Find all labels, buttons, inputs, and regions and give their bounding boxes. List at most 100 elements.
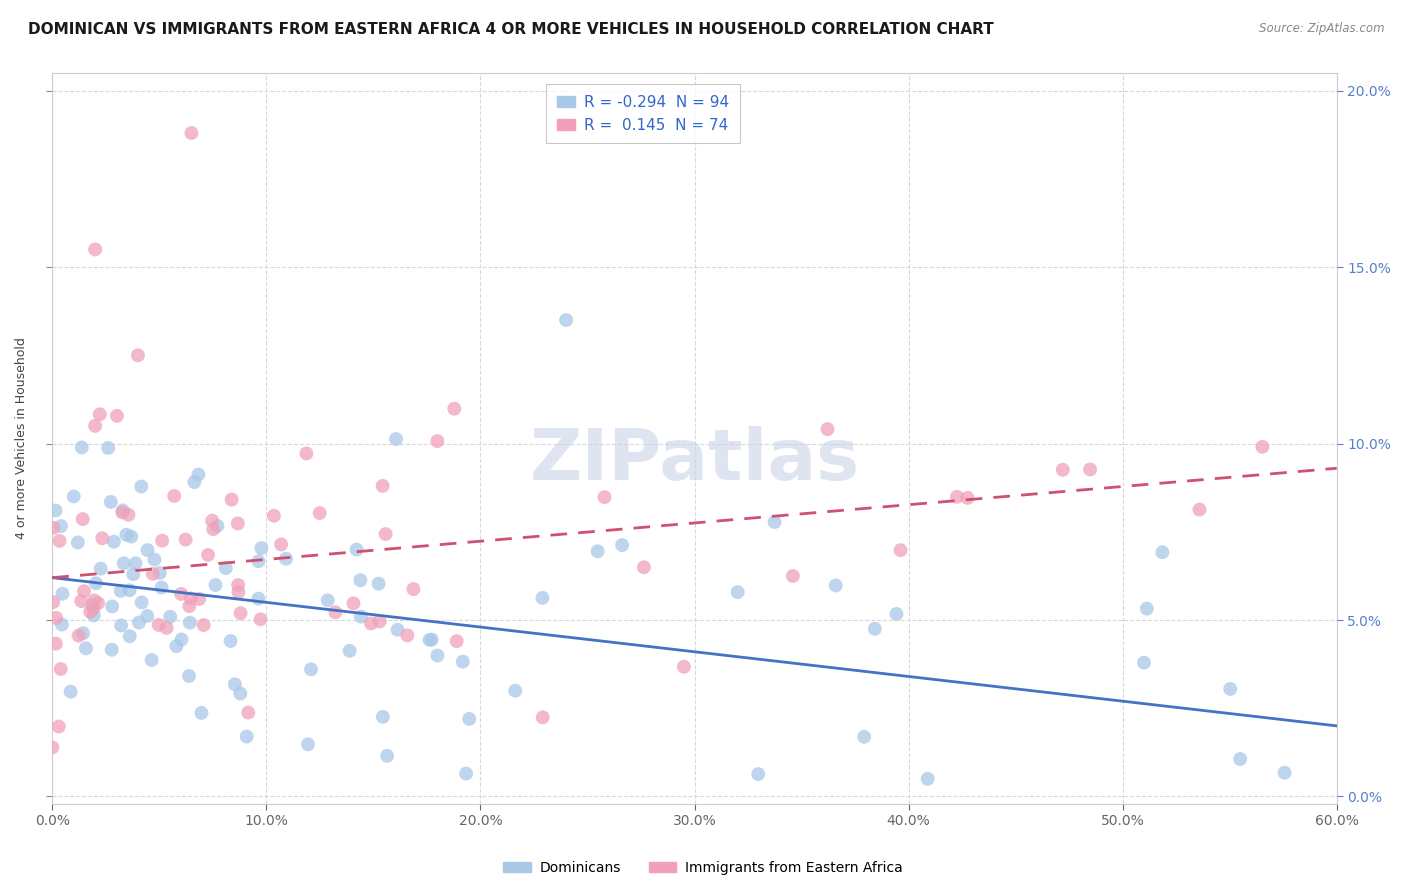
Point xyxy=(247,554,270,568)
Point xyxy=(387,623,409,637)
Point xyxy=(101,599,124,614)
Point xyxy=(163,489,186,503)
Point xyxy=(263,508,285,523)
Point xyxy=(420,632,443,647)
Point xyxy=(346,542,368,557)
Point xyxy=(555,313,578,327)
Point xyxy=(193,618,215,632)
Point xyxy=(82,601,104,615)
Point xyxy=(782,569,804,583)
Point xyxy=(531,591,554,605)
Point xyxy=(316,593,339,607)
Point xyxy=(122,567,145,582)
Point xyxy=(824,578,846,592)
Point xyxy=(87,596,110,610)
Point xyxy=(89,407,111,421)
Point xyxy=(274,551,297,566)
Point xyxy=(339,644,361,658)
Text: DOMINICAN VS IMMIGRANTS FROM EASTERN AFRICA 4 OR MORE VEHICLES IN HOUSEHOLD CORR: DOMINICAN VS IMMIGRANTS FROM EASTERN AFR… xyxy=(28,22,994,37)
Point xyxy=(141,653,163,667)
Point xyxy=(229,687,252,701)
Point xyxy=(179,599,201,613)
Point xyxy=(201,514,224,528)
Point xyxy=(183,475,205,489)
Point xyxy=(229,606,252,620)
Point xyxy=(1152,545,1174,559)
Point xyxy=(226,516,249,531)
Point xyxy=(531,710,554,724)
Point xyxy=(177,669,200,683)
Point xyxy=(131,595,153,609)
Point xyxy=(159,610,181,624)
Point xyxy=(396,628,419,642)
Point xyxy=(402,582,425,596)
Point xyxy=(136,543,159,558)
Point xyxy=(1052,463,1074,477)
Point xyxy=(110,618,132,632)
Point xyxy=(672,660,695,674)
Point xyxy=(42,595,65,609)
Point xyxy=(67,629,90,643)
Point xyxy=(179,615,201,630)
Point xyxy=(128,615,150,630)
Point xyxy=(48,719,70,733)
Point xyxy=(295,446,318,460)
Point xyxy=(375,748,398,763)
Point xyxy=(115,528,138,542)
Point xyxy=(197,548,219,562)
Point xyxy=(270,537,292,551)
Point xyxy=(111,503,134,517)
Point xyxy=(51,587,73,601)
Point xyxy=(207,519,229,533)
Point xyxy=(45,637,67,651)
Point xyxy=(165,639,187,653)
Point xyxy=(426,648,449,663)
Point xyxy=(49,662,72,676)
Point xyxy=(249,612,271,626)
Point xyxy=(235,730,257,744)
Point xyxy=(150,533,173,548)
Point xyxy=(79,605,101,619)
Point xyxy=(112,556,135,570)
Point xyxy=(41,740,63,755)
Point xyxy=(100,642,122,657)
Point xyxy=(75,641,97,656)
Point xyxy=(170,632,193,647)
Point xyxy=(456,766,478,780)
Point xyxy=(385,432,408,446)
Point xyxy=(419,632,441,647)
Point xyxy=(72,512,94,526)
Point xyxy=(180,591,202,606)
Legend: R = -0.294  N = 94, R =  0.145  N = 74: R = -0.294 N = 94, R = 0.145 N = 74 xyxy=(546,84,740,144)
Point xyxy=(747,767,769,781)
Point xyxy=(360,616,382,631)
Point xyxy=(84,576,107,591)
Point xyxy=(142,566,165,581)
Point xyxy=(1274,765,1296,780)
Point xyxy=(59,684,82,698)
Point xyxy=(224,677,246,691)
Point xyxy=(187,467,209,482)
Point xyxy=(238,706,260,720)
Point xyxy=(297,737,319,751)
Point xyxy=(367,576,389,591)
Point xyxy=(66,535,89,549)
Point xyxy=(817,422,839,436)
Point xyxy=(42,521,65,535)
Point xyxy=(120,530,142,544)
Point xyxy=(349,574,371,588)
Point xyxy=(956,491,979,505)
Point xyxy=(917,772,939,786)
Point xyxy=(371,479,394,493)
Point xyxy=(149,566,172,580)
Point xyxy=(374,527,396,541)
Point xyxy=(886,607,908,621)
Text: Source: ZipAtlas.com: Source: ZipAtlas.com xyxy=(1260,22,1385,36)
Point xyxy=(451,655,474,669)
Point xyxy=(228,585,250,599)
Point xyxy=(91,532,114,546)
Point xyxy=(45,611,67,625)
Point xyxy=(143,552,166,566)
Point xyxy=(97,441,120,455)
Point xyxy=(350,609,373,624)
